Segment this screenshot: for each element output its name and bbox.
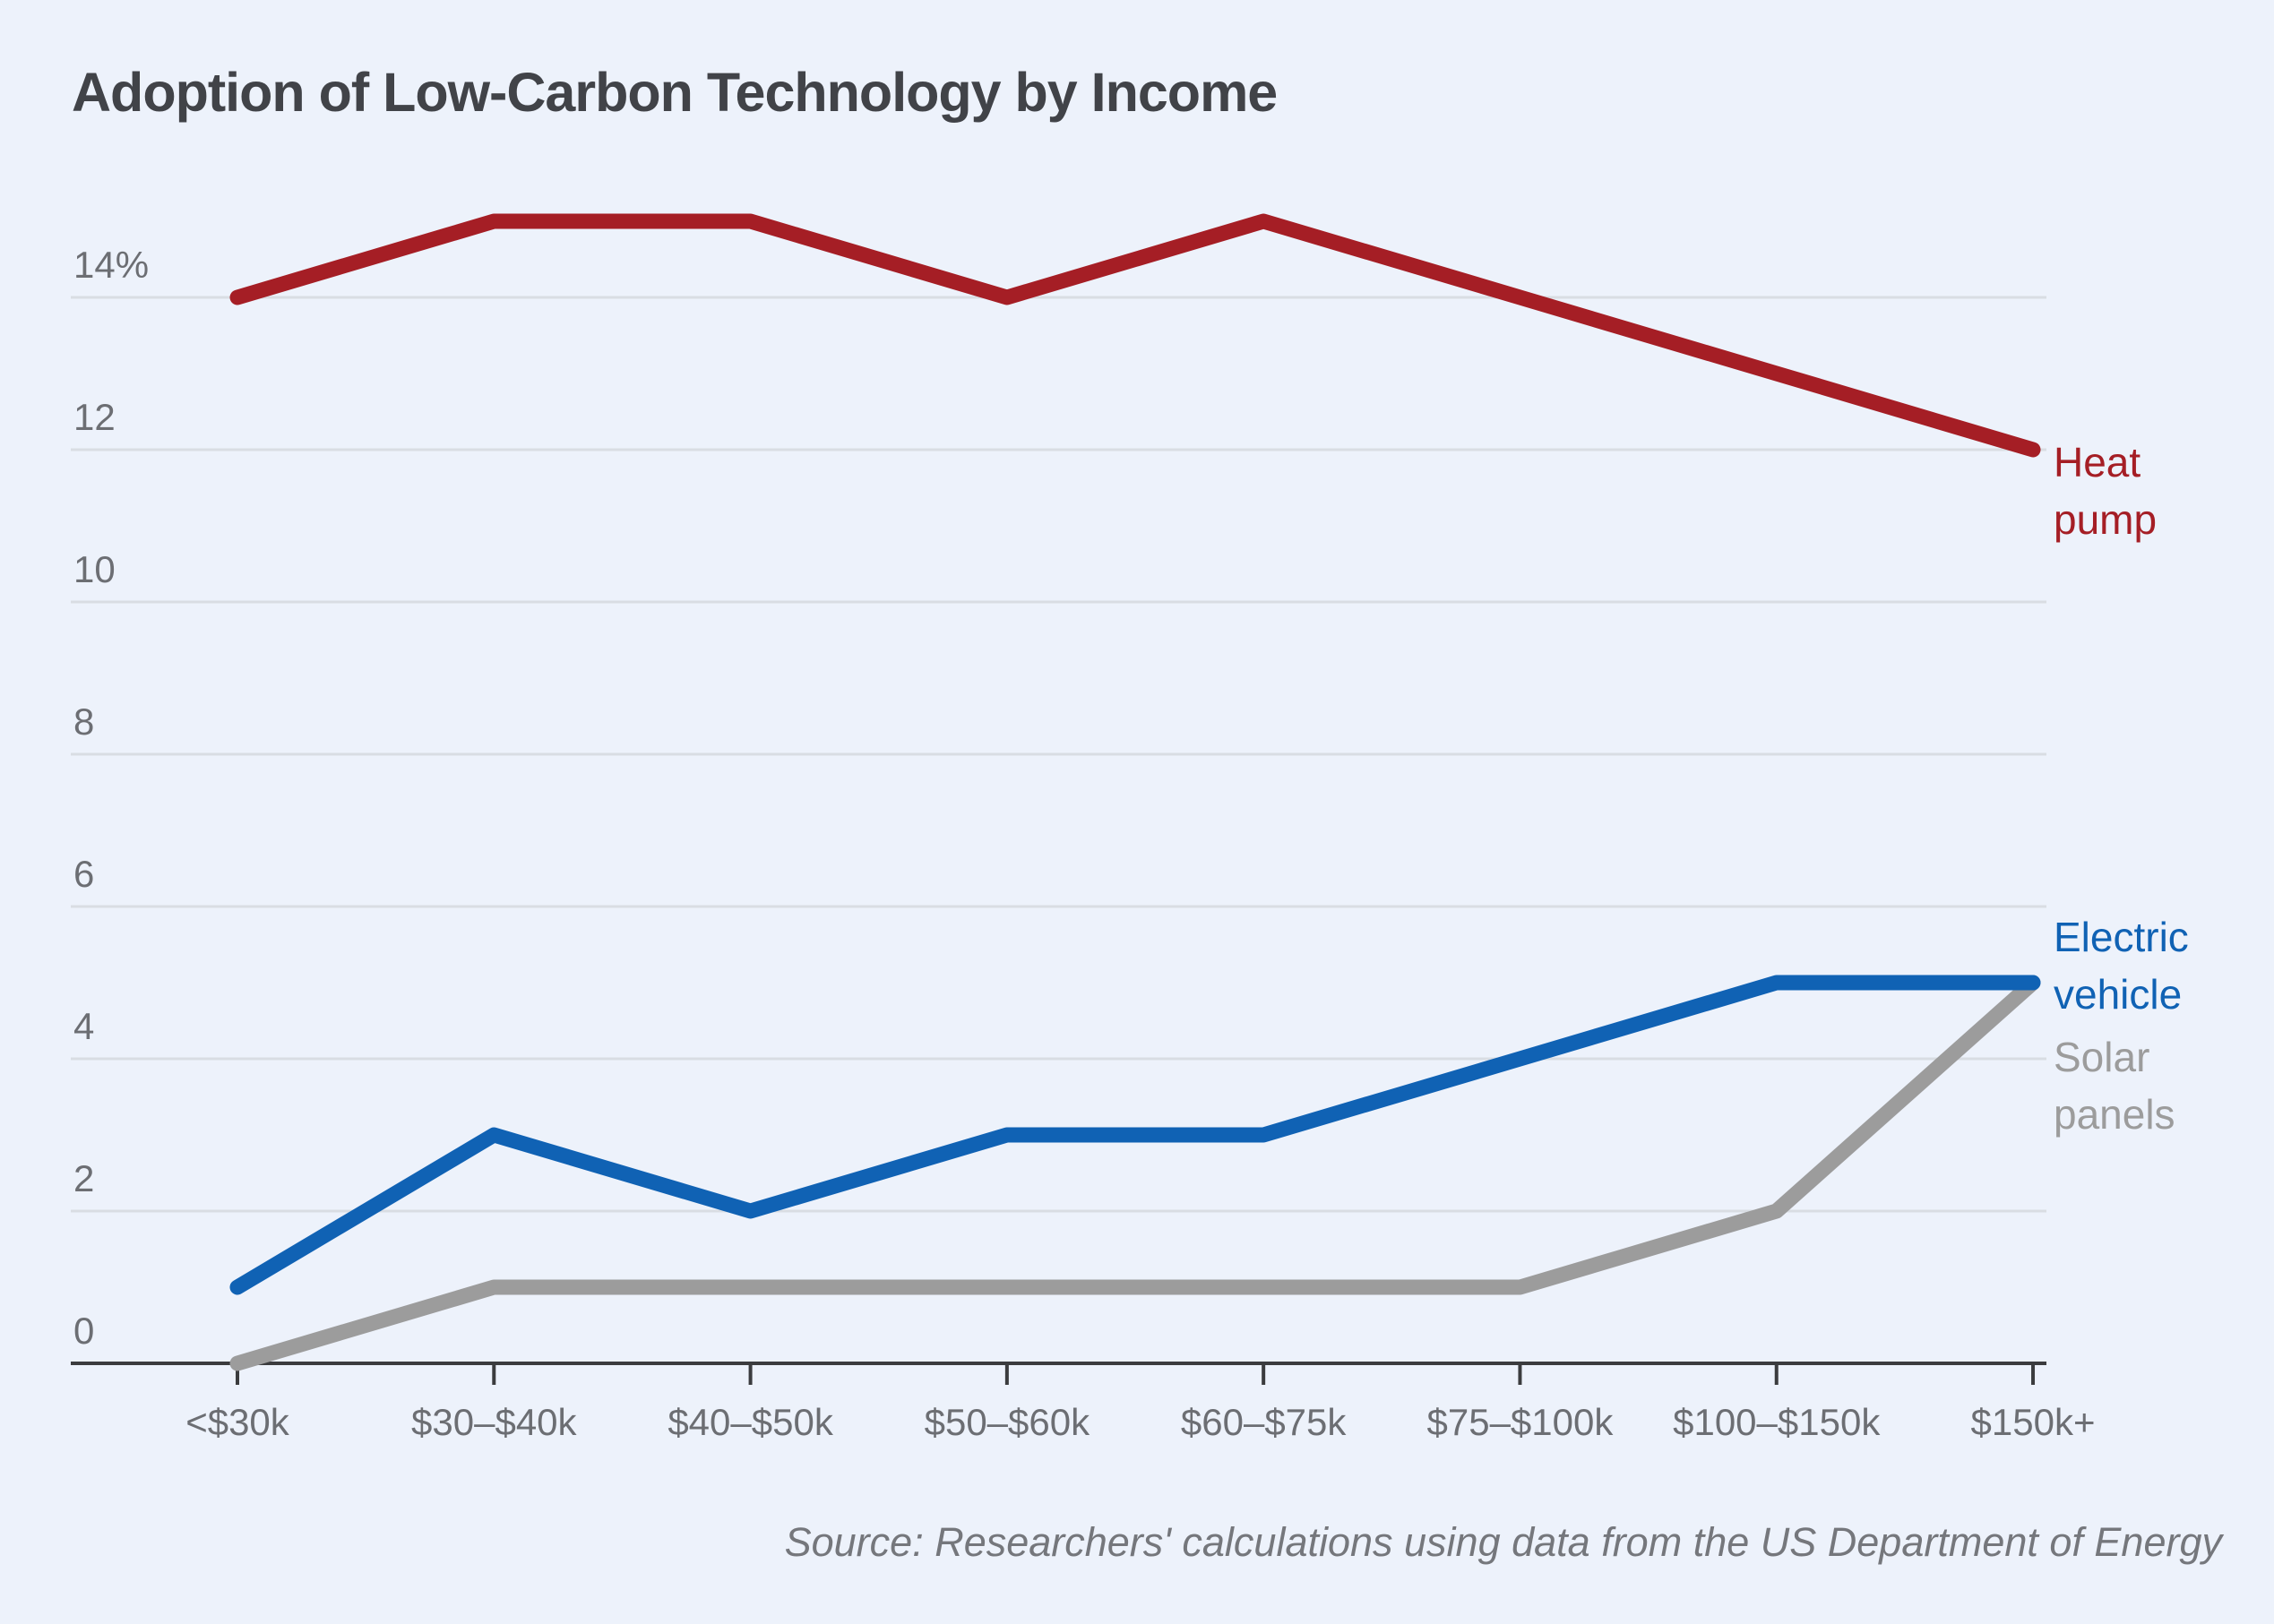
legend-label-line: Electric <box>2054 914 2189 960</box>
source-note: Source: Researchers' calculations using … <box>784 1519 2222 1565</box>
x-tick-label-3: $50–$60k <box>925 1401 1091 1443</box>
series-line-heat-pump <box>229 213 2041 458</box>
x-tick-label-4: $60–$75k <box>1181 1401 1348 1443</box>
y-tick-label-10: 10 <box>73 548 116 590</box>
y-tick-label-12: 12 <box>73 396 116 438</box>
legend-label-line: Solar <box>2054 1034 2149 1080</box>
x-tick-label-5: $75–$100k <box>1427 1401 1615 1443</box>
legend-label-line: vehicle <box>2054 971 2182 1018</box>
x-tick-label-2: $40–$50k <box>668 1401 834 1443</box>
chart-title: Adoption of Low-Carbon Technology by Inc… <box>72 62 1278 123</box>
legend-label-line: panels <box>2054 1091 2175 1138</box>
y-tick-label-0: 0 <box>73 1310 94 1352</box>
x-tick-label-0: <$30k <box>185 1401 290 1443</box>
legend-label-line: pump <box>2054 496 2157 543</box>
legend-heat-pump: Heat pump <box>2054 439 2157 543</box>
x-tick-label-6: $100–$150k <box>1673 1401 1881 1443</box>
series-line-solar-panels <box>229 975 2041 1371</box>
y-tick-label-6: 6 <box>73 853 94 895</box>
legend-solar-panels: Solar panels <box>2054 1034 2175 1138</box>
y-tick-label-14: 14% <box>73 244 149 286</box>
x-tick-label-1: $30–$40k <box>411 1401 578 1443</box>
y-tick-label-2: 2 <box>73 1157 94 1199</box>
x-tick-label-7: $150k+ <box>1971 1401 2096 1443</box>
series-line-electric-vehicle <box>229 975 2041 1295</box>
y-tick-label-4: 4 <box>73 1005 94 1047</box>
legend-electric-vehicle: Electric vehicle <box>2054 914 2189 1018</box>
legend-label-line: Heat <box>2054 439 2140 485</box>
y-tick-label-8: 8 <box>73 700 94 743</box>
